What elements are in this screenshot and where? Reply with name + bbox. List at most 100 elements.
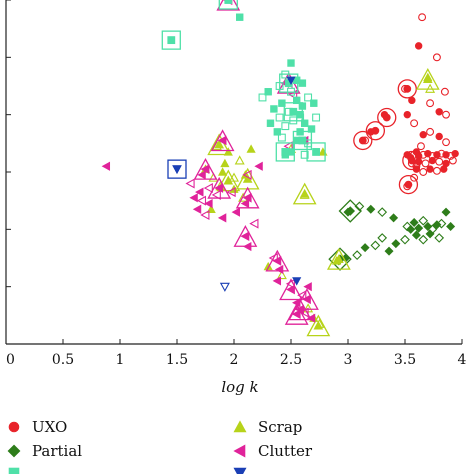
data-point (272, 276, 282, 286)
highlighted-point (291, 309, 301, 320)
data-point (200, 209, 210, 221)
highlighted-point (172, 165, 182, 175)
x-tick-label: 3 (344, 352, 353, 368)
data-point (421, 159, 430, 168)
series-scrap (200, 67, 440, 337)
x-tick-label: 1 (116, 352, 125, 368)
data-point (101, 161, 111, 171)
highlighted-point (289, 107, 298, 116)
highlight-marker (216, 0, 241, 11)
data-point (281, 122, 290, 131)
highlight-marker (216, 169, 241, 192)
data-point (273, 128, 282, 136)
data-point (360, 243, 370, 253)
data-point (451, 149, 459, 158)
data-point (436, 218, 447, 229)
legend-marker (233, 420, 247, 433)
x-tick-label: 0 (6, 352, 15, 368)
highlighted-point (334, 254, 344, 264)
highlight-marker (207, 176, 232, 199)
highlighted-point (345, 206, 356, 216)
tick-labels: 0 0.5 1 1.5 2 2.5 3 3.5 4 (6, 352, 467, 368)
legend-item (8, 467, 20, 474)
data-point (419, 168, 428, 176)
data-point (275, 113, 284, 122)
data-point (258, 93, 267, 102)
highlighted-point (298, 136, 307, 145)
highlight-marker (397, 79, 417, 99)
legend-marker (8, 421, 20, 433)
highlighted-point (240, 231, 250, 242)
highlighted-point (371, 126, 380, 135)
data-point (203, 183, 213, 194)
data-point (412, 162, 421, 171)
x-tick-label: 2.5 (280, 352, 302, 368)
data-point (192, 204, 202, 214)
data-point (304, 93, 313, 102)
data-point (292, 277, 302, 286)
data-point (400, 234, 410, 245)
highlight-marker (402, 150, 422, 171)
legend-marker (8, 467, 20, 474)
highlight-marker (353, 130, 373, 151)
data-point (254, 161, 263, 171)
series-unnamed-5 (167, 76, 302, 292)
highlighted-point (224, 0, 233, 4)
highlighted-point (312, 148, 320, 156)
highlighted-point (403, 84, 412, 93)
highlighted-point (272, 256, 282, 266)
data-point (217, 213, 227, 223)
data-point (303, 282, 312, 292)
data-point (442, 151, 450, 159)
data-point (218, 167, 228, 176)
data-point (448, 156, 457, 165)
data-point (263, 261, 273, 271)
data-point (384, 246, 394, 256)
highlight-marker (210, 129, 235, 152)
highlighted-point (167, 36, 176, 45)
x-tick-label: 3.5 (394, 352, 416, 368)
data-point (277, 133, 286, 142)
legend: UXO Partial Scrap Clutter (7, 418, 313, 474)
highlighted-point (313, 320, 324, 330)
highlight-marker (295, 288, 319, 310)
data-point (402, 221, 413, 232)
highlight-marker (326, 247, 351, 270)
highlighted-point (302, 294, 311, 305)
data-point (409, 217, 419, 227)
highlight-marker (275, 142, 295, 162)
data-point (242, 169, 252, 180)
highlight-marker (283, 102, 303, 122)
data-point (435, 157, 444, 166)
data-point (234, 155, 245, 165)
data-point (377, 207, 388, 217)
highlight-marker (284, 303, 309, 325)
legend-label: Scrap (258, 418, 302, 436)
highlight-marker (306, 314, 331, 337)
data-point (370, 240, 381, 251)
legend-item: UXO (8, 418, 67, 436)
data-point (318, 147, 328, 156)
highlight-marker (193, 157, 218, 180)
data-point (417, 142, 425, 151)
data-point (298, 79, 307, 87)
data-point (246, 144, 256, 153)
data-point (414, 223, 424, 233)
data-point (231, 207, 240, 217)
highlight-marker (279, 278, 303, 301)
data-point (426, 165, 434, 173)
highlighted-point (382, 113, 391, 122)
data-point (435, 108, 443, 116)
data-point (197, 170, 206, 180)
data-point (423, 221, 433, 231)
legend-item: Scrap (233, 418, 302, 436)
highlight-marker (207, 133, 232, 156)
legend-label: UXO (32, 418, 67, 436)
data-point (426, 127, 435, 136)
data-point (389, 213, 399, 223)
data-point (204, 198, 213, 209)
x-axis-label: log k (221, 378, 258, 396)
highlighted-point (200, 164, 210, 174)
data-point (286, 76, 296, 85)
highlighted-point (404, 180, 413, 189)
